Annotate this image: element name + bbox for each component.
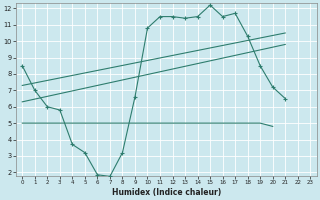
X-axis label: Humidex (Indice chaleur): Humidex (Indice chaleur) (112, 188, 221, 197)
